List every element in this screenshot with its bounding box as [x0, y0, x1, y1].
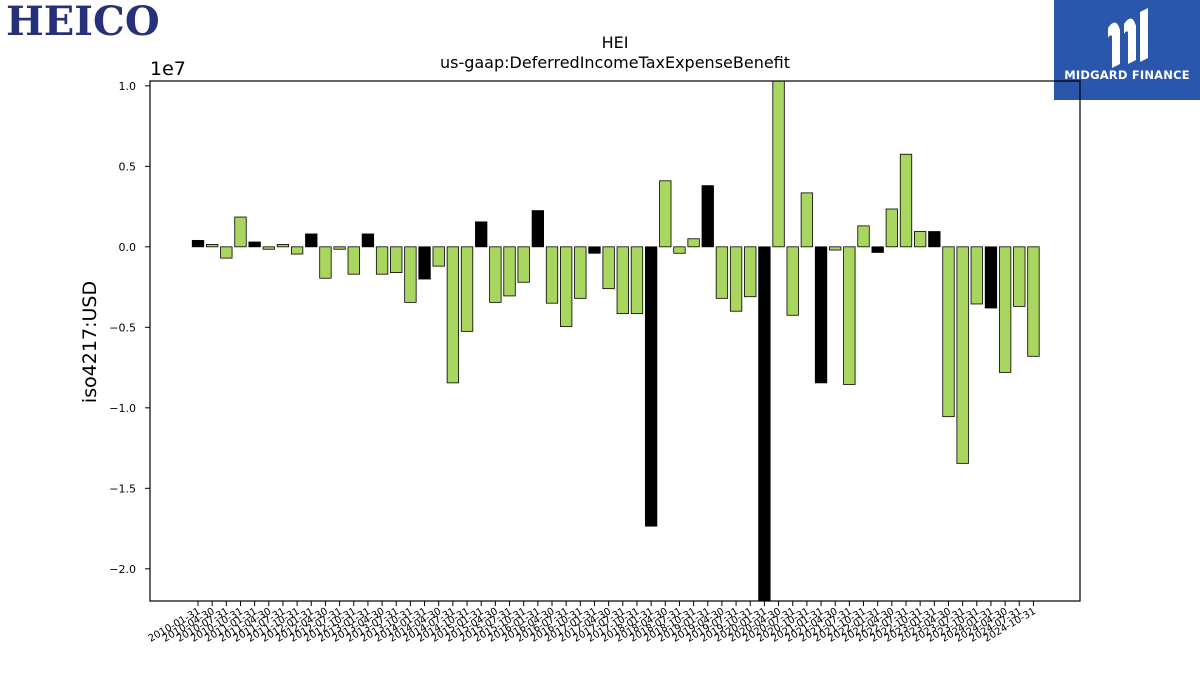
bar-2017-04-30 [602, 246, 615, 290]
bar-2021-04-30 [829, 246, 842, 251]
x-axis-ticks: 2010-01-312010-04-302010-07-312010-10-31… [147, 601, 1038, 645]
bar-2018-04-30 [659, 180, 672, 248]
bar-2012-10-31 [347, 246, 360, 275]
bar-2010-10-31 [234, 216, 247, 248]
heico-logo: HEICO [4, 0, 206, 45]
bar-2014-10-31 [460, 246, 474, 332]
midgard-finance-logo: MIDGARD FINANCE [1054, 0, 1200, 100]
bar-2021-10-31 [857, 225, 870, 248]
bar-2013-10-31 [404, 246, 417, 303]
bar-2012-01-31 [305, 233, 318, 248]
bar-2013-01-31 [361, 233, 375, 248]
y-tick-label: −2.0 [109, 563, 136, 576]
y-axis-ticks: −2.0 −1.5 −1.0 −0.5 0.0 0.5 1.0 [109, 80, 150, 576]
bar-2017-07-31 [616, 246, 629, 315]
bar-2016-07-31 [560, 246, 573, 327]
bar-2023-01-31 [928, 231, 941, 248]
bar-2020-10-31 [800, 192, 814, 248]
y-tick-label: 1.0 [119, 80, 137, 93]
bar-2022-07-31 [899, 153, 913, 248]
bar-2024-07-31 [1013, 246, 1026, 307]
bar-2018-01-31 [644, 246, 658, 527]
bar-2016-04-30 [545, 246, 559, 304]
bars-group [191, 80, 1040, 602]
bar-2020-01-31 [758, 246, 771, 602]
bar-2022-10-31 [914, 231, 927, 248]
y-tick-label: 0.5 [119, 160, 137, 173]
bar-2011-07-31 [276, 244, 290, 248]
bar-2010-07-31 [220, 246, 233, 259]
bar-2014-07-31 [446, 246, 460, 384]
bar-2016-10-31 [574, 246, 587, 299]
y-tick-label: −1.5 [109, 482, 136, 495]
heico-logo-text: HEICO [6, 2, 160, 42]
midgard-finance-label: MIDGARD FINANCE [1064, 68, 1190, 82]
bar-2019-07-31 [729, 246, 743, 312]
bar-2013-07-31 [390, 246, 403, 273]
bar-2020-04-30 [772, 80, 785, 248]
y-axis-label: iso4217:USD [79, 281, 101, 403]
bar-2012-07-31 [333, 246, 346, 250]
bar-2022-04-30 [885, 208, 898, 248]
bar-2010-01-31 [191, 239, 205, 248]
bar-2024-01-31 [984, 246, 998, 309]
bar-2019-10-31 [744, 246, 757, 298]
chart-title: HEI [602, 33, 629, 52]
y-tick-label: −1.0 [109, 402, 136, 415]
bar-2012-04-30 [319, 246, 332, 279]
bar-2011-01-31 [248, 241, 261, 248]
bar-2014-01-31 [418, 246, 431, 280]
bar-2014-04-30 [432, 246, 445, 267]
bar-2023-04-30 [942, 246, 955, 418]
bar-2024-10-31 [1027, 246, 1040, 357]
bar-2019-01-31 [701, 185, 714, 248]
bar-2017-10-31 [630, 246, 644, 315]
bar-2010-04-30 [206, 244, 219, 248]
bar-2023-10-31 [970, 246, 983, 305]
y-tick-label: −0.5 [109, 321, 136, 334]
y-axis-multiplier: 1e7 [150, 58, 186, 80]
bar-2017-01-31 [588, 246, 601, 254]
bar-2021-07-31 [843, 246, 856, 385]
bar-2011-04-30 [262, 246, 275, 250]
chart-subtitle: us-gaap:DeferredIncomeTaxExpenseBenefit [440, 53, 790, 72]
bar-2018-10-31 [687, 238, 700, 248]
midgard-emblem-icon [1108, 8, 1148, 68]
bar-2018-07-31 [673, 246, 686, 254]
bar-2013-04-30 [375, 246, 389, 275]
bar-2015-01-31 [475, 221, 488, 248]
bar-2020-07-31 [786, 246, 799, 316]
bar-2024-04-30 [998, 246, 1012, 373]
bar-2016-01-31 [531, 210, 544, 248]
bar-2011-10-31 [290, 246, 304, 255]
bar-2015-07-31 [503, 246, 516, 297]
bar-2015-10-31 [517, 246, 530, 283]
bar-2022-01-31 [871, 246, 884, 253]
bar-2023-07-31 [956, 246, 969, 464]
y-tick-label: 0.0 [119, 241, 137, 254]
plot-frame [149, 80, 1081, 602]
bar-2015-04-30 [489, 246, 502, 303]
bar-2021-01-31 [814, 246, 828, 384]
bar-2019-04-30 [715, 246, 729, 299]
